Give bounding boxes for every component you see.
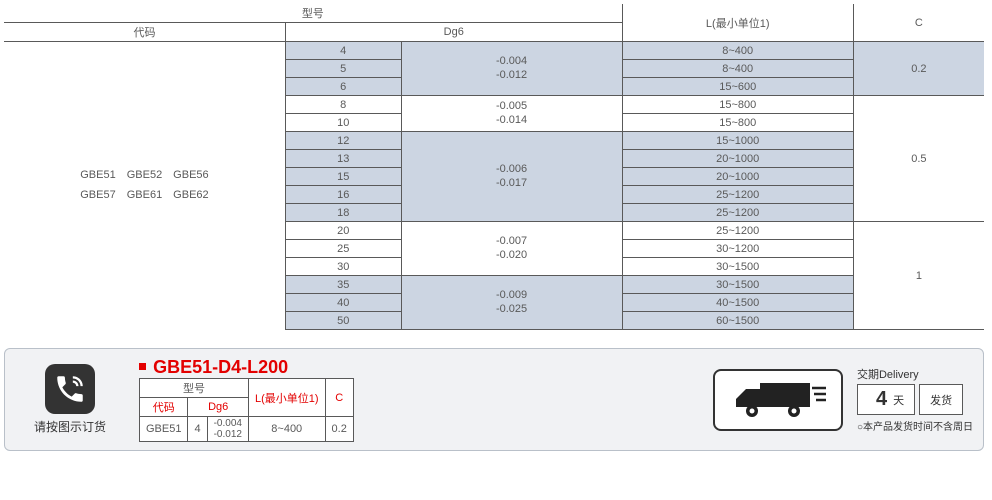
col-code: 代码 xyxy=(4,23,285,42)
cell-L: 20~1000 xyxy=(622,168,853,186)
ex-tol: -0.004 -0.012 xyxy=(207,417,248,442)
ex-hdr-L: L(最小单位1) xyxy=(248,379,325,417)
ex-code: GBE51 xyxy=(140,417,188,442)
ex-d: 4 xyxy=(188,417,207,442)
cell-d: 5 xyxy=(285,60,401,78)
cell-tol: -0.006 -0.017 xyxy=(401,132,622,222)
cell-L: 8~400 xyxy=(622,42,853,60)
example-table: 型号 L(最小单位1) C 代码 Dg6 GBE51 4 -0.004 -0.0… xyxy=(139,378,354,442)
phone-block: 请按图示订货 xyxy=(15,364,125,435)
phone-label: 请按图示订货 xyxy=(34,418,106,435)
cell-tol: -0.007 -0.020 xyxy=(401,222,622,276)
cell-d: 18 xyxy=(285,204,401,222)
cell-d: 12 xyxy=(285,132,401,150)
order-panel: 请按图示订货 GBE51-D4-L200 型号 L(最小单位1) C 代码 Dg… xyxy=(4,348,984,451)
cell-L: 15~800 xyxy=(622,96,853,114)
col-L: L(最小单位1) xyxy=(622,4,853,42)
spec-table: 型号 L(最小单位1) C 代码 Dg6 GBE51 GBE52 GBE56 G… xyxy=(4,4,984,330)
cell-L: 15~1000 xyxy=(622,132,853,150)
delivery-note: ○本产品发货时间不含周日 xyxy=(857,418,973,433)
cell-d: 30 xyxy=(285,258,401,276)
cell-C: 1 xyxy=(853,222,984,330)
cell-d: 25 xyxy=(285,240,401,258)
ex-hdr-code: 代码 xyxy=(140,398,188,417)
ex-L: 8~400 xyxy=(248,417,325,442)
cell-d: 6 xyxy=(285,78,401,96)
cell-L: 25~1200 xyxy=(622,222,853,240)
cell-d: 10 xyxy=(285,114,401,132)
cell-C: 0.5 xyxy=(853,96,984,222)
cell-d: 4 xyxy=(285,42,401,60)
ex-hdr-C: C xyxy=(325,379,353,417)
delivery-title: 交期Delivery xyxy=(857,366,973,382)
phone-icon xyxy=(45,364,95,414)
ex-C: 0.2 xyxy=(325,417,353,442)
order-example-block: GBE51-D4-L200 型号 L(最小单位1) C 代码 Dg6 GBE51… xyxy=(139,357,354,442)
cell-d: 16 xyxy=(285,186,401,204)
delivery-day-unit: 天 xyxy=(893,392,904,408)
ex-hdr-dg6: Dg6 xyxy=(188,398,248,417)
cell-L: 8~400 xyxy=(622,60,853,78)
cell-L: 20~1000 xyxy=(622,150,853,168)
cell-d: 35 xyxy=(285,276,401,294)
cell-d: 15 xyxy=(285,168,401,186)
cell-d: 13 xyxy=(285,150,401,168)
bullet-icon xyxy=(139,363,146,370)
codes-cell: GBE51 GBE52 GBE56 GBE57 GBE61 GBE62 xyxy=(4,42,285,330)
cell-L: 60~1500 xyxy=(622,312,853,330)
cell-L: 15~800 xyxy=(622,114,853,132)
cell-d: 20 xyxy=(285,222,401,240)
cell-L: 15~600 xyxy=(622,78,853,96)
cell-tol: -0.004 -0.012 xyxy=(401,42,622,96)
example-title: GBE51-D4-L200 xyxy=(153,357,288,377)
delivery-number: 4 xyxy=(868,388,893,411)
cell-tol: -0.009 -0.025 xyxy=(401,276,622,330)
delivery-ship-cell: 发货 xyxy=(919,384,963,415)
spec-table-body: GBE51 GBE52 GBE56 GBE57 GBE61 GBE624-0.0… xyxy=(4,42,984,330)
cell-L: 30~1200 xyxy=(622,240,853,258)
cell-L: 40~1500 xyxy=(622,294,853,312)
cell-d: 50 xyxy=(285,312,401,330)
cell-C: 0.2 xyxy=(853,42,984,96)
cell-L: 30~1500 xyxy=(622,276,853,294)
delivery-row: 4 天 发货 xyxy=(857,384,973,415)
delivery-block: 交期Delivery 4 天 发货 ○本产品发货时间不含周日 xyxy=(857,366,973,433)
cell-L: 25~1200 xyxy=(622,186,853,204)
truck-icon xyxy=(713,369,843,431)
cell-d: 40 xyxy=(285,294,401,312)
example-title-row: GBE51-D4-L200 xyxy=(139,357,354,378)
delivery-days-cell: 4 天 xyxy=(857,384,915,415)
col-C: C xyxy=(853,4,984,42)
cell-tol: -0.005 -0.014 xyxy=(401,96,622,132)
cell-L: 25~1200 xyxy=(622,204,853,222)
ex-hdr-model: 型号 xyxy=(140,379,249,398)
cell-L: 30~1500 xyxy=(622,258,853,276)
cell-d: 8 xyxy=(285,96,401,114)
col-model: 型号 xyxy=(4,4,622,23)
col-dg6: Dg6 xyxy=(285,23,622,42)
